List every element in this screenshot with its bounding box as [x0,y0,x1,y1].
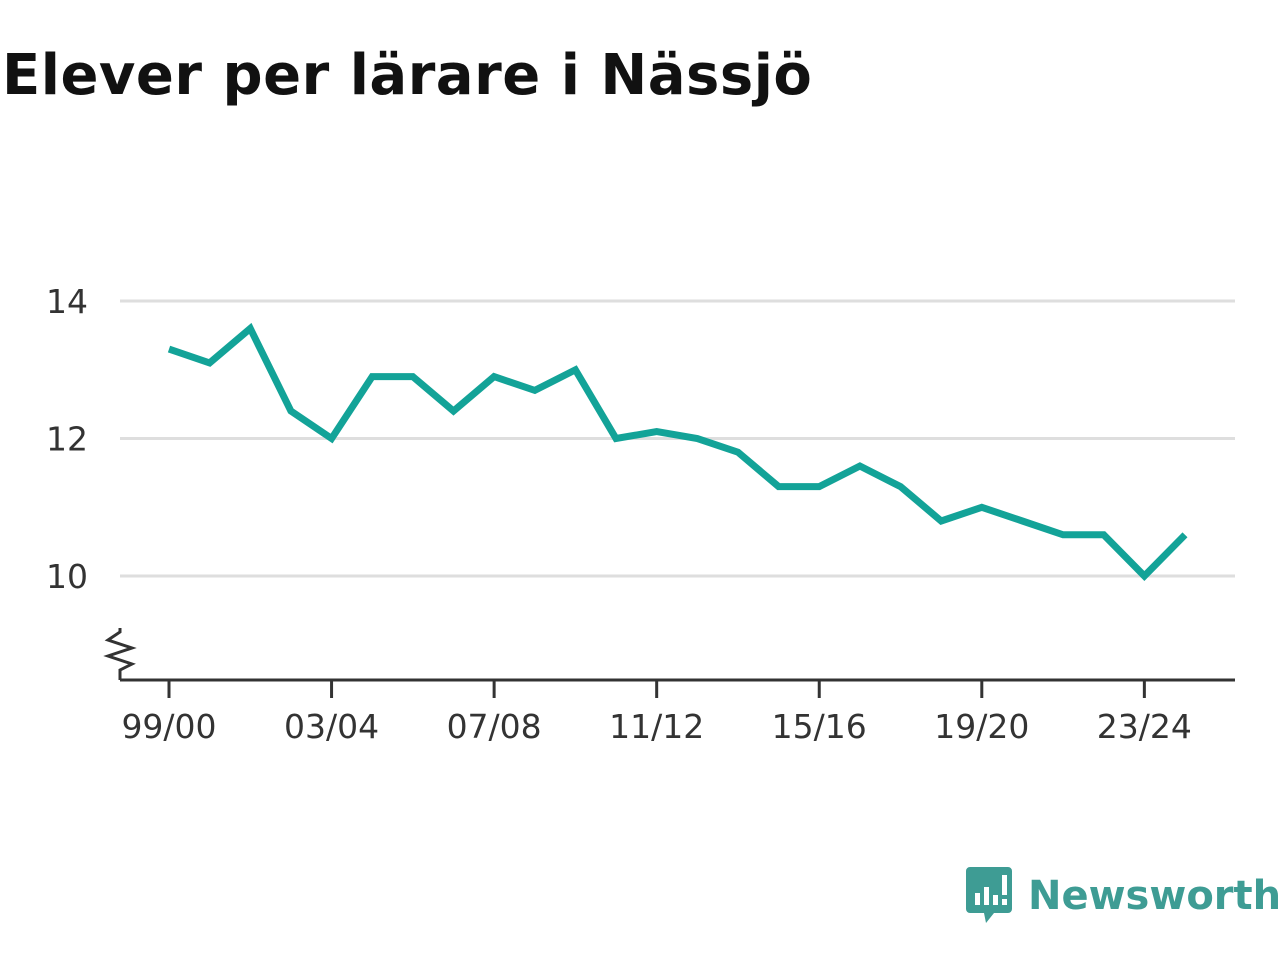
data-point-03/04 [328,435,335,442]
data-point-19/20 [978,504,985,511]
y-tick-label-12: 12 [46,420,88,459]
data-point-20/21 [1019,518,1026,525]
data-point-05/06 [409,373,416,380]
data-point-16/17 [856,463,863,470]
y-tick-label-10: 10 [46,557,88,596]
data-point-21/22 [1060,531,1067,538]
data-point-09/10 [572,366,579,373]
series-group [166,322,1189,581]
brand-logo: Newsworthy [964,864,1280,928]
x-tick-label-0: 99/00 [121,707,216,746]
data-point-01/02 [247,325,254,332]
data-point-06/07 [450,408,457,415]
data-point-13/14 [734,449,741,456]
x-tick-label-12: 11/12 [609,707,704,746]
data-point-17/18 [897,483,904,490]
data-point-99/00 [166,346,173,353]
chart-title: Elever per lärare i Nässjö [2,43,813,108]
y-axis-break-icon [103,628,137,680]
data-point-00/01 [206,359,213,366]
y-tick-label-14: 14 [46,282,88,321]
data-point-10/11 [613,435,620,442]
brand-name: Newsworthy [1028,873,1280,919]
data-point-08/09 [531,387,538,394]
x-axis: 99/00 03/04 07/08 11/12 15/16 19/20 23/24 [120,678,1235,746]
data-point-02/03 [287,408,294,415]
data-point-07/08 [491,373,498,380]
data-point-23/24 [1141,573,1148,580]
data-point-15/16 [816,483,823,490]
data-point-12/13 [694,435,701,442]
data-point-22/23 [1100,531,1107,538]
series-line [167,322,1188,581]
data-point-18/19 [938,518,945,525]
x-tick-label-24: 23/24 [1097,707,1192,746]
x-tick-label-4: 03/04 [284,707,379,746]
data-point-04/05 [369,373,376,380]
data-point-24/25 [1182,531,1189,538]
x-tick-label-20: 19/20 [934,707,1029,746]
data-point-14/15 [775,483,782,490]
x-tick-label-16: 15/16 [772,707,867,746]
x-tick-label-8: 07/08 [447,707,542,746]
data-point-11/12 [653,428,660,435]
chart-bubble-icon [966,867,1012,923]
y-axis: 10 12 14 [46,282,137,680]
